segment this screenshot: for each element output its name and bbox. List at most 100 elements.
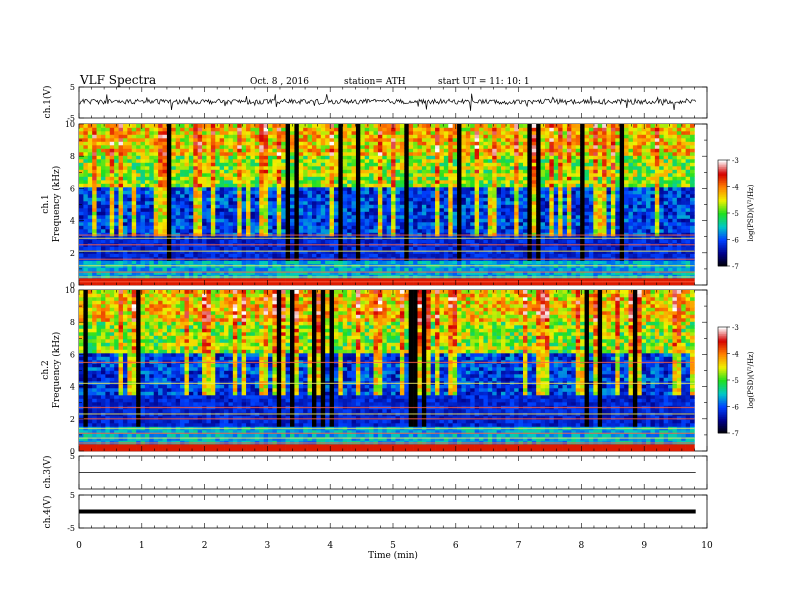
- ch2-spectrogram-ylabel-freq: Frequency (kHz): [51, 332, 62, 409]
- colorbar-swatch: [718, 234, 727, 237]
- ch1-trace-ylabel: ch.1(V): [42, 86, 53, 119]
- colorbar-swatch: [718, 209, 727, 212]
- colorbar-swatch: [718, 367, 727, 370]
- colorbar-swatch: [718, 251, 727, 255]
- colorbar-swatch: [718, 401, 727, 404]
- x-axis-title: Time (min): [368, 550, 418, 561]
- colorbar-swatch: [718, 186, 727, 189]
- colorbar-label: log(PSD)(V²/Hz): [747, 351, 755, 408]
- chart-title: VLF Spectra: [79, 73, 156, 87]
- colorbar-swatch: [718, 182, 727, 186]
- colorbar-swatch: [718, 418, 727, 422]
- colorbar-swatch: [718, 213, 727, 216]
- colorbar-swatch: [718, 193, 727, 196]
- colorbar-swatch: [718, 167, 727, 170]
- colorbar-swatch: [718, 223, 727, 226]
- colorbar-swatch: [718, 413, 727, 416]
- colorbar-tick-label: -7: [732, 263, 739, 271]
- y-tick-label: 10: [65, 120, 75, 129]
- colorbar-swatch: [718, 429, 727, 432]
- colorbar-swatch: [718, 195, 727, 198]
- colorbar-swatch: [718, 190, 727, 193]
- colorbar-swatch: [718, 387, 727, 390]
- x-tick-label: 5: [390, 541, 396, 551]
- ch3-trace-ylabel: ch.3(V): [42, 456, 53, 489]
- colorbar-swatch: [718, 214, 727, 217]
- colorbar-swatch: [718, 381, 727, 384]
- x-tick-label: 6: [453, 541, 459, 551]
- colorbar-swatch: [718, 351, 727, 354]
- colorbar-swatch: [718, 197, 727, 200]
- colorbar-swatch: [718, 425, 727, 429]
- colorbar-swatch: [718, 355, 727, 358]
- colorbar-swatch: [718, 395, 727, 399]
- colorbar-swatch: [718, 218, 727, 221]
- ch1-spectrogram-ylabel-channel: ch.1: [41, 194, 51, 213]
- colorbar-tick-label: -6: [732, 404, 739, 412]
- colorbar-label: log(PSD)(V²/Hz): [747, 184, 755, 241]
- colorbar-swatch: [718, 390, 727, 393]
- colorbar-swatch: [718, 394, 727, 397]
- colorbar-swatch: [718, 376, 727, 379]
- x-tick-label: 8: [579, 541, 585, 551]
- colorbar-swatch: [718, 174, 727, 177]
- colorbar-swatch: [718, 257, 727, 260]
- colorbar-swatch: [718, 232, 727, 235]
- colorbar-tick-label: -4: [732, 184, 739, 192]
- colorbar-swatch: [718, 262, 727, 265]
- y-tick-label: 4: [70, 217, 75, 226]
- colorbar-swatch: [718, 248, 727, 251]
- colorbar-swatch: [718, 230, 727, 233]
- date-label: Oct. 8 , 2016: [250, 77, 309, 87]
- colorbar-swatch: [718, 374, 727, 377]
- x-tick-label: 2: [202, 541, 208, 551]
- ch2-spectrogram-ylabel-channel: ch.2: [41, 360, 51, 379]
- station-label: station= ATH: [344, 77, 406, 87]
- colorbar-swatch: [718, 216, 727, 219]
- colorbar-swatch: [718, 253, 727, 256]
- ch1-spectrogram-ylabel-freq: Frequency (kHz): [51, 166, 62, 243]
- colorbar-swatch: [718, 246, 727, 249]
- colorbar-swatch: [718, 344, 727, 347]
- y-tick-label: 0: [70, 281, 75, 290]
- colorbar-swatch: [718, 383, 727, 386]
- x-tick-label: 7: [516, 541, 522, 551]
- colorbar-swatch: [718, 244, 727, 247]
- colorbar-swatch: [718, 241, 727, 244]
- colorbar-swatch: [718, 335, 727, 338]
- y-tick-label: 5: [70, 491, 75, 500]
- colorbar-swatch: [718, 378, 727, 381]
- colorbar-swatch: [718, 225, 727, 228]
- colorbar-swatch: [718, 227, 727, 230]
- colorbar-swatch: [718, 415, 727, 418]
- y-tick-label: 0: [70, 447, 75, 456]
- colorbar-swatch: [718, 250, 727, 253]
- colorbar-swatch: [718, 358, 727, 361]
- colorbar-swatch: [718, 353, 727, 356]
- colorbar-swatch: [718, 163, 727, 166]
- colorbar-swatch: [718, 404, 727, 407]
- colorbar-swatch: [718, 392, 727, 395]
- colorbar-swatch: [718, 417, 727, 420]
- ch2-spectrogram: [79, 290, 695, 452]
- x-tick-label: 0: [76, 541, 82, 551]
- colorbar-swatch: [718, 365, 727, 369]
- colorbar-swatch: [718, 184, 727, 187]
- colorbar-swatch: [718, 202, 727, 205]
- colorbar-swatch: [718, 260, 727, 263]
- colorbar-swatch: [718, 402, 727, 406]
- colorbar-swatch: [718, 168, 727, 171]
- colorbar-swatch: [718, 341, 727, 344]
- colorbar-swatch: [718, 188, 727, 191]
- colorbar-swatch: [718, 181, 727, 184]
- colorbar-swatch: [718, 211, 727, 214]
- colorbar-swatch: [718, 424, 727, 427]
- colorbar-swatch: [718, 177, 727, 180]
- colorbar-swatch: [718, 380, 727, 383]
- x-tick-label: 4: [327, 541, 333, 551]
- colorbar-tick-label: -5: [732, 210, 739, 218]
- colorbar-swatch: [718, 328, 727, 331]
- colorbar-swatch: [718, 399, 727, 402]
